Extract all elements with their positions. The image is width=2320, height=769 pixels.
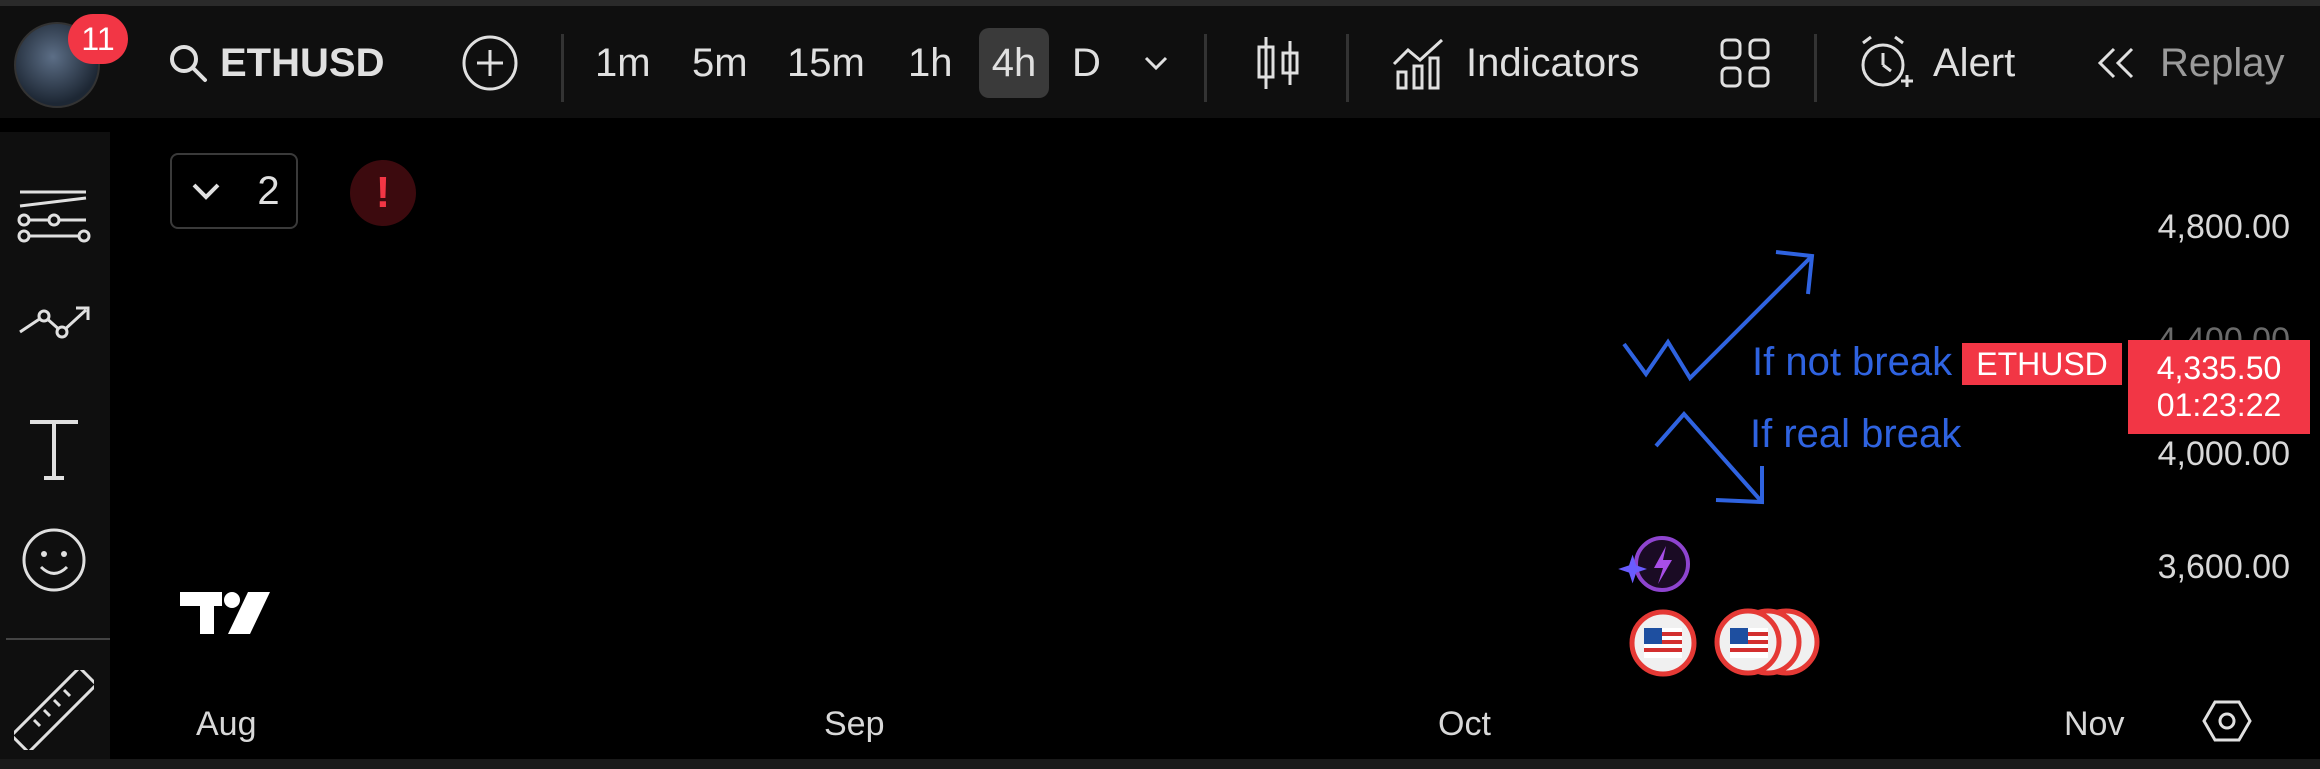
layout-button[interactable]: [1718, 28, 1772, 98]
replay-button[interactable]: Replay: [2092, 28, 2285, 98]
symbol-search[interactable]: ETHUSD: [166, 28, 384, 98]
indicators-button[interactable]: Indicators: [1390, 28, 1639, 98]
x-tick-label: Sep: [824, 705, 885, 743]
candles-icon: [1257, 37, 1299, 89]
alarm-icon: [1861, 35, 1913, 87]
interval-d[interactable]: D: [1072, 40, 1101, 85]
path-icon[interactable]: [14, 292, 94, 372]
replay-icon: [2097, 47, 2134, 79]
toolbar-divider: [1346, 34, 1349, 102]
interval-5m[interactable]: 5m: [692, 40, 748, 85]
chart-area[interactable]: [144, 132, 2320, 759]
us-flag-icon[interactable]: [1628, 608, 1698, 678]
x-tick-label: Aug: [196, 705, 257, 743]
toolbar-divider: [561, 34, 564, 102]
toolbar-divider: [1204, 34, 1207, 102]
bullish-scenario-arrow: [1622, 254, 1814, 382]
flash-icon[interactable]: [1616, 532, 1698, 598]
notification-badge: 11: [68, 14, 128, 64]
legend-toggle[interactable]: 2: [170, 153, 298, 229]
annotation-not-break: If not break: [1752, 340, 1953, 384]
drawing-toolbar: [0, 132, 110, 759]
ruler-icon[interactable]: [14, 670, 94, 750]
symbol-label: ETHUSD: [220, 40, 385, 85]
bar-countdown: 01:23:22: [2156, 387, 2282, 423]
compare-button[interactable]: [460, 28, 520, 98]
bearish-scenario-arrow: [1654, 410, 1764, 504]
symbol-price-tag: ETHUSD: [1962, 343, 2122, 385]
interval-4h[interactable]: 4h: [979, 28, 1049, 98]
replay-label: Replay: [2160, 40, 2285, 85]
alert-label: Alert: [1933, 40, 2016, 85]
price-chart[interactable]: [144, 132, 2320, 759]
x-tick-label: Oct: [1438, 705, 1491, 743]
alert-button[interactable]: Alert: [1855, 28, 2015, 98]
add-icon: [462, 35, 518, 91]
tradingview-logo: [180, 592, 270, 634]
chevron-down-icon: [1144, 56, 1168, 71]
bottom-strip: [0, 759, 2320, 769]
warning-icon[interactable]: !: [350, 160, 416, 226]
last-price-tag: 4,335.50 01:23:22: [2128, 340, 2310, 434]
search-icon: [170, 45, 207, 82]
layout-icon: [1720, 38, 1770, 88]
top-toolbar: 11 ETHUSD 1m 5m 15m 1h 4h D Indicators A…: [0, 0, 2320, 118]
y-tick-label: 3,600.00: [2157, 548, 2290, 586]
trend-lines-icon[interactable]: [14, 180, 94, 260]
text-icon[interactable]: [14, 408, 94, 488]
emoji-icon[interactable]: [14, 520, 94, 600]
x-tick-label: Nov: [2064, 705, 2125, 743]
interval-dropdown[interactable]: [1140, 28, 1172, 98]
us-flag-icon[interactable]: [1710, 604, 1822, 680]
annotation-real-break: If real break: [1750, 412, 1962, 456]
last-price: 4,335.50: [2156, 350, 2282, 386]
indicators-label: Indicators: [1466, 40, 1640, 85]
legend-count: 2: [257, 168, 280, 213]
bullish-arrowhead: [1775, 250, 1815, 295]
interval-1m[interactable]: 1m: [595, 40, 651, 85]
chevron-down-icon: [193, 183, 220, 200]
settings-icon[interactable]: [2202, 698, 2252, 744]
indicators-icon: [1392, 38, 1444, 90]
y-tick-label: 4,000.00: [2157, 435, 2290, 473]
chart-type-button[interactable]: [1250, 28, 1306, 98]
interval-15m[interactable]: 15m: [787, 40, 865, 85]
toolbar-divider: [1814, 34, 1817, 102]
bearish-arrowhead: [1715, 466, 1764, 505]
sidebar-divider: [6, 638, 110, 640]
y-tick-label: 4,800.00: [2157, 208, 2290, 246]
interval-1h[interactable]: 1h: [908, 40, 953, 85]
